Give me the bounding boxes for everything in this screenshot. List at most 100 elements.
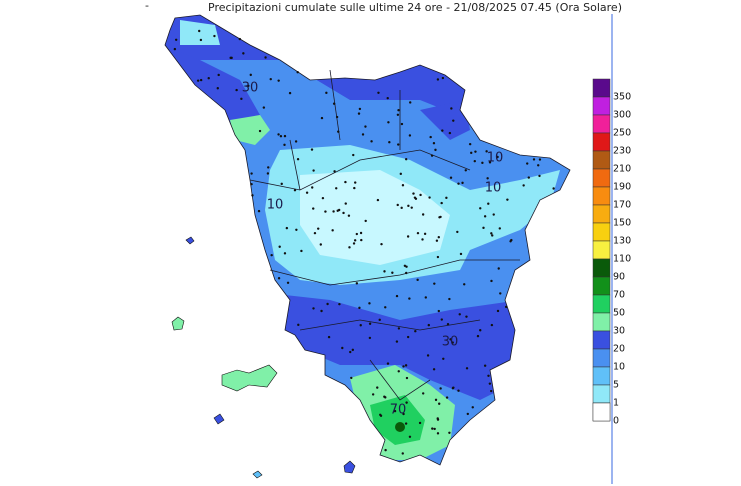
station (368, 302, 371, 305)
station (489, 389, 493, 393)
station (490, 323, 494, 327)
legend-label: 110 (613, 254, 631, 265)
station (429, 135, 432, 139)
legend-swatch (592, 348, 611, 368)
legend-label: 50 (613, 308, 625, 319)
legend-label: 5 (613, 380, 619, 391)
station (351, 348, 355, 352)
station (349, 350, 352, 354)
station (324, 210, 327, 213)
station (361, 133, 365, 136)
station (400, 206, 403, 210)
legend: 3503002502302101901701501301109070503020… (592, 78, 631, 427)
station (437, 236, 440, 239)
station (319, 243, 322, 246)
station (441, 76, 445, 80)
station (506, 198, 509, 201)
station (300, 249, 303, 253)
legend-swatch (592, 132, 611, 152)
station (296, 71, 299, 74)
station (409, 101, 412, 104)
station (437, 309, 441, 313)
station (481, 161, 484, 165)
station (434, 148, 437, 152)
station (207, 77, 210, 80)
station (406, 335, 410, 339)
legend-label: 0 (613, 416, 619, 427)
station (350, 376, 353, 380)
station (416, 278, 419, 282)
station (199, 38, 203, 42)
station (497, 267, 500, 270)
station (264, 56, 267, 59)
station (463, 283, 466, 286)
station (441, 129, 444, 132)
station (359, 324, 362, 327)
station (269, 77, 272, 81)
contour-label: 30 (442, 335, 459, 350)
station (445, 396, 449, 399)
station (387, 121, 390, 124)
station (421, 213, 425, 216)
station (397, 327, 401, 330)
station (285, 226, 289, 230)
station (414, 330, 417, 333)
station (368, 336, 372, 340)
station (376, 198, 380, 202)
station (357, 112, 361, 115)
legend-swatch (592, 330, 611, 350)
station (251, 194, 254, 197)
station (504, 305, 508, 309)
station (312, 169, 315, 172)
station (353, 239, 357, 242)
station (270, 253, 273, 257)
station (173, 47, 177, 51)
station (401, 184, 405, 187)
station (317, 227, 320, 230)
station (436, 418, 440, 421)
station (341, 346, 344, 350)
station (464, 169, 467, 172)
station (250, 182, 253, 186)
station (423, 232, 427, 236)
station (333, 170, 336, 173)
station (499, 292, 502, 295)
station (442, 357, 445, 360)
station (286, 281, 290, 284)
station (492, 213, 495, 216)
station (370, 140, 373, 143)
contour-label: 10 (487, 151, 504, 166)
station (217, 73, 220, 77)
station (486, 177, 489, 180)
station (379, 414, 383, 417)
station (238, 37, 242, 41)
station (213, 34, 216, 38)
station (386, 362, 390, 365)
station (376, 386, 379, 389)
station (448, 431, 451, 434)
station (479, 329, 482, 332)
legend-swatch (592, 150, 611, 170)
station (364, 219, 367, 223)
station (325, 91, 328, 95)
legend-swatch (592, 240, 611, 260)
legend-swatch (592, 402, 611, 422)
station (449, 338, 452, 341)
station (522, 184, 525, 187)
station (436, 432, 440, 435)
station (266, 172, 270, 175)
legend-swatch (592, 204, 611, 224)
station (279, 135, 283, 138)
legend-label: 30 (613, 326, 625, 337)
station (342, 211, 345, 215)
station (364, 125, 367, 128)
station (432, 368, 436, 371)
station (426, 354, 430, 357)
station (250, 172, 253, 175)
station (296, 158, 300, 161)
station (397, 370, 400, 373)
legend-label: 250 (613, 128, 631, 139)
station (386, 96, 389, 100)
station (413, 196, 417, 199)
station (352, 242, 356, 245)
